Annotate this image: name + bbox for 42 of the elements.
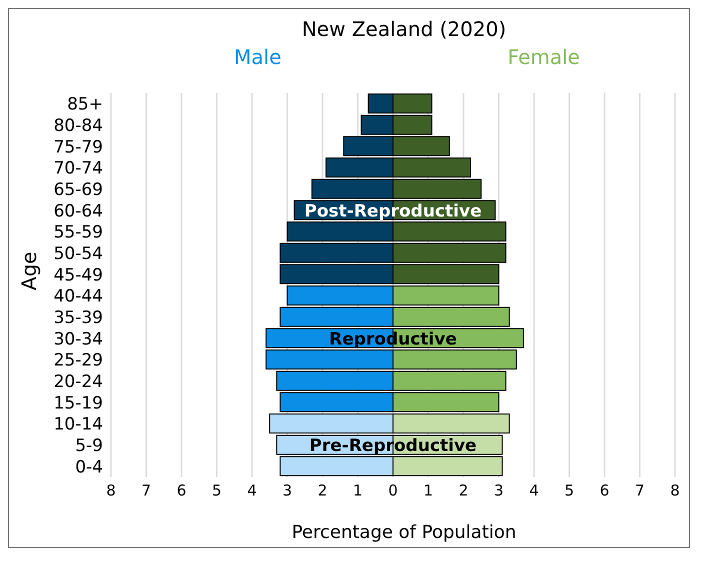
- y-tick-label: 45-49: [54, 265, 103, 286]
- x-tick-label: 8: [670, 482, 680, 500]
- x-tick-label: 4: [247, 482, 257, 500]
- annotation: Post-Reproductive: [304, 201, 482, 222]
- y-tick-label: 15-19: [54, 393, 103, 414]
- text: Male: [234, 45, 282, 69]
- y-tick-label: 85+: [67, 94, 103, 115]
- x-tick-label: 6: [176, 482, 186, 500]
- x-tick-label: 7: [634, 482, 645, 500]
- x-tick-label: 3: [494, 482, 504, 500]
- x-tick-label: 5: [564, 482, 574, 500]
- x-tick-label: 2: [318, 482, 328, 500]
- x-tick-label: 1: [423, 482, 434, 500]
- y-tick-label: 50-54: [54, 244, 103, 264]
- y-tick-label: 55-59: [54, 222, 103, 243]
- x-axis-title: Percentage of Population: [290, 522, 518, 543]
- y-tick-label: 40-44: [54, 286, 103, 307]
- y-tick-label: 30-34: [54, 329, 103, 350]
- x-tick-label: 5: [212, 482, 222, 500]
- y-tick-label: 10-14: [54, 414, 103, 435]
- y-tick-label: 70-74: [54, 158, 103, 179]
- chart-title: New Zealand (2020): [300, 17, 508, 41]
- y-tick-label: 25-29: [54, 350, 103, 371]
- y-tick-label: 20-24: [54, 372, 103, 392]
- y-tick-label: 75-79: [54, 137, 103, 158]
- y-tick-label: 60-64: [54, 201, 103, 222]
- x-tick-label: 3: [282, 482, 292, 500]
- x-tick-label: 7: [141, 482, 152, 500]
- x-tick-label: 8: [106, 482, 116, 500]
- y-tick-label: 35-39: [54, 308, 103, 328]
- y-tick-label: 80-84: [54, 116, 103, 136]
- x-tick-label: 4: [529, 482, 539, 500]
- y-tick-label: 0-4: [75, 457, 103, 478]
- x-tick-label: 6: [600, 482, 610, 500]
- text: Female: [508, 45, 580, 69]
- y-tick-label: 5-9: [75, 436, 103, 456]
- y-axis-title: Age: [17, 250, 41, 292]
- x-tick-label: 2: [458, 482, 468, 500]
- x-tick-label: 0: [388, 482, 398, 500]
- y-tick-label: 65-69: [54, 180, 103, 200]
- annotation: Reproductive: [329, 329, 457, 350]
- x-tick-label: 1: [352, 482, 363, 500]
